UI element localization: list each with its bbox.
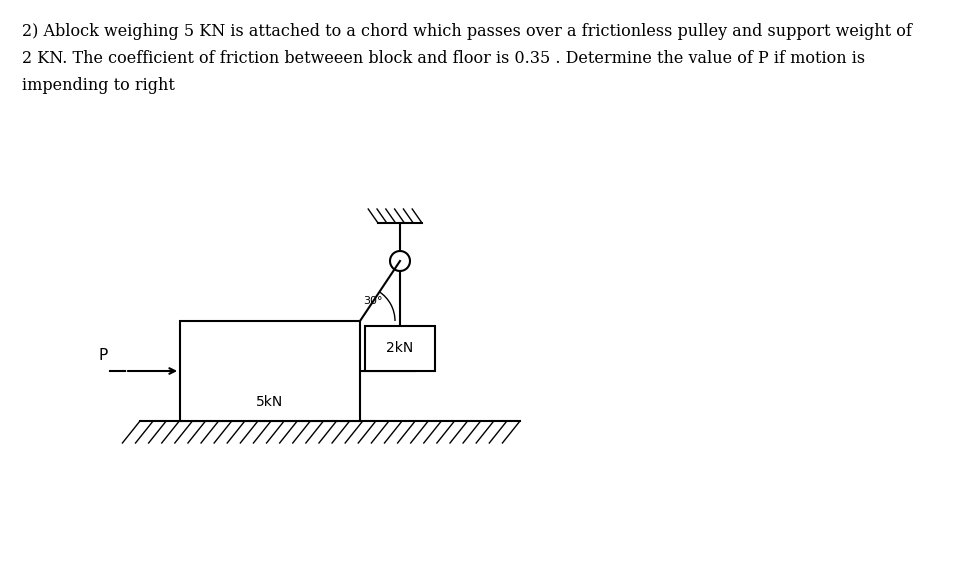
Text: 5kN: 5kN [256,395,283,409]
Text: 30°: 30° [363,296,382,305]
Bar [365,326,435,371]
Bar [180,321,360,421]
Text: P: P [98,348,108,363]
Text: 2) Ablock weighing 5 KN is attached to a chord which passes over a frictionless : 2) Ablock weighing 5 KN is attached to a… [22,23,912,94]
Text: 2kN: 2kN [386,341,414,356]
